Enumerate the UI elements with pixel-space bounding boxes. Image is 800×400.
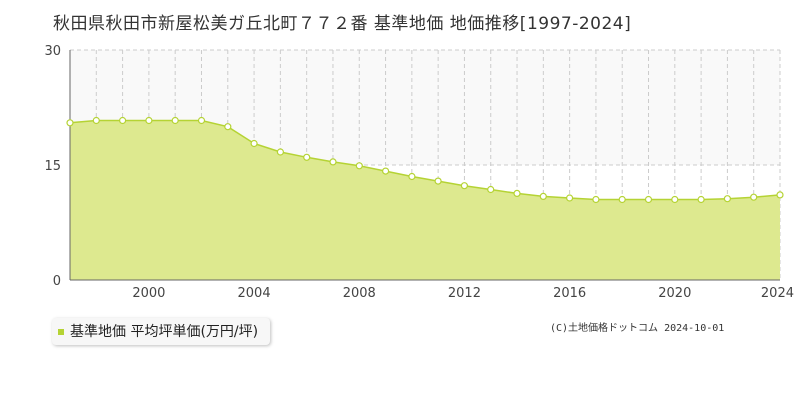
data-point — [592, 195, 600, 204]
data-point — [697, 195, 705, 204]
x-tick-label: 2012 — [448, 286, 481, 301]
x-tick-label: 2020 — [658, 286, 691, 301]
tick-label-layer: 0 15 30 2000 2004 2008 2012 2016 2020 2024 — [44, 44, 794, 301]
axis-layer — [69, 50, 780, 281]
marker-layer — [66, 116, 784, 204]
data-point — [487, 185, 495, 194]
data-point — [303, 153, 311, 161]
x-tick-label: 2000 — [132, 286, 165, 301]
data-point — [224, 123, 232, 131]
legend-swatch — [58, 329, 64, 335]
data-point — [776, 191, 784, 199]
data-point — [671, 195, 679, 204]
data-point — [171, 116, 179, 125]
data-point — [197, 116, 206, 125]
data-point — [723, 195, 732, 203]
x-tick-label: 2024 — [761, 286, 794, 301]
x-tick-label: 2004 — [238, 286, 271, 301]
legend[interactable]: 基準地価 平均坪単価(万円/坪) — [52, 318, 271, 345]
data-point — [250, 139, 258, 148]
x-tick-label: 2016 — [553, 286, 586, 301]
data-point — [118, 116, 127, 125]
data-point — [276, 148, 284, 156]
data-point — [382, 167, 390, 175]
data-point — [408, 172, 416, 181]
data-point — [618, 195, 626, 204]
data-point — [513, 189, 521, 197]
copyright-text: (C)土地価格ドットコム 2024-10-01 — [550, 323, 725, 334]
y-tick-label: 30 — [44, 44, 61, 59]
chart-title: 秋田県秋田市新屋松美ガ丘北町７７２番 基準地価 地価推移[1997-2024] — [53, 14, 632, 34]
data-point — [460, 182, 468, 190]
data-point — [565, 194, 574, 202]
data-point — [750, 193, 758, 201]
data-point — [92, 116, 100, 125]
series-line — [69, 119, 781, 201]
x-tick-label: 2008 — [343, 286, 376, 301]
series-area — [70, 120, 780, 280]
data-point — [434, 177, 442, 185]
data-point — [539, 192, 547, 200]
data-point — [145, 116, 153, 125]
y-tick-label: 0 — [53, 274, 61, 289]
data-point — [329, 158, 337, 166]
area-layer — [69, 119, 781, 280]
y-tick-label: 15 — [44, 159, 61, 174]
data-point — [66, 119, 74, 127]
data-point — [355, 162, 363, 170]
legend-label: 基準地価 平均坪単価(万円/坪) — [70, 324, 259, 340]
data-point — [644, 195, 653, 204]
